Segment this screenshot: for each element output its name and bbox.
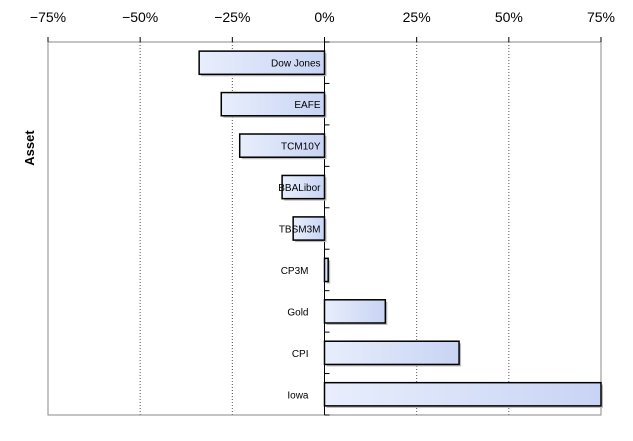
bar-cpi [323, 340, 460, 366]
bar-eafe [220, 91, 326, 117]
x-tick-label: −25% [214, 9, 250, 25]
bar-cp3m [323, 257, 329, 283]
x-tick-label: 50% [495, 9, 523, 25]
bar-bbalibor [281, 174, 326, 200]
bar-tcm10y [238, 133, 326, 158]
bar-label: Iowa [287, 390, 309, 401]
bar-dow-jones [198, 50, 326, 76]
bar-label: CP3M [281, 266, 309, 277]
bar-gold [323, 299, 387, 324]
x-tick-label: −50% [122, 9, 158, 25]
bar-label: CPI [292, 349, 309, 360]
x-tick-label: 75% [587, 9, 615, 25]
bars [198, 50, 603, 408]
x-tick-label: 0% [314, 9, 334, 25]
x-tick-label: 25% [403, 9, 431, 25]
bar-label: TBSM3M [279, 225, 321, 236]
bar-iowa [323, 381, 602, 407]
y-axis-title: Asset [22, 130, 37, 166]
bar-label: Gold [287, 307, 308, 318]
bar-label: BBALibor [278, 183, 321, 194]
bar-labels: Dow Jones EAFE TCM10Y BBALibor TBSM3M CP3M Gol… [271, 59, 321, 402]
bar-label: EAFE [294, 100, 320, 111]
bar-tbsm3m [292, 216, 326, 241]
x-axis-ticks: −75% −50% −25% 0% 25% 50% 75% [30, 9, 615, 42]
bar-label: Dow Jones [271, 59, 320, 70]
x-tick-label: −75% [30, 9, 66, 25]
bar-label: TCM10Y [281, 142, 321, 153]
